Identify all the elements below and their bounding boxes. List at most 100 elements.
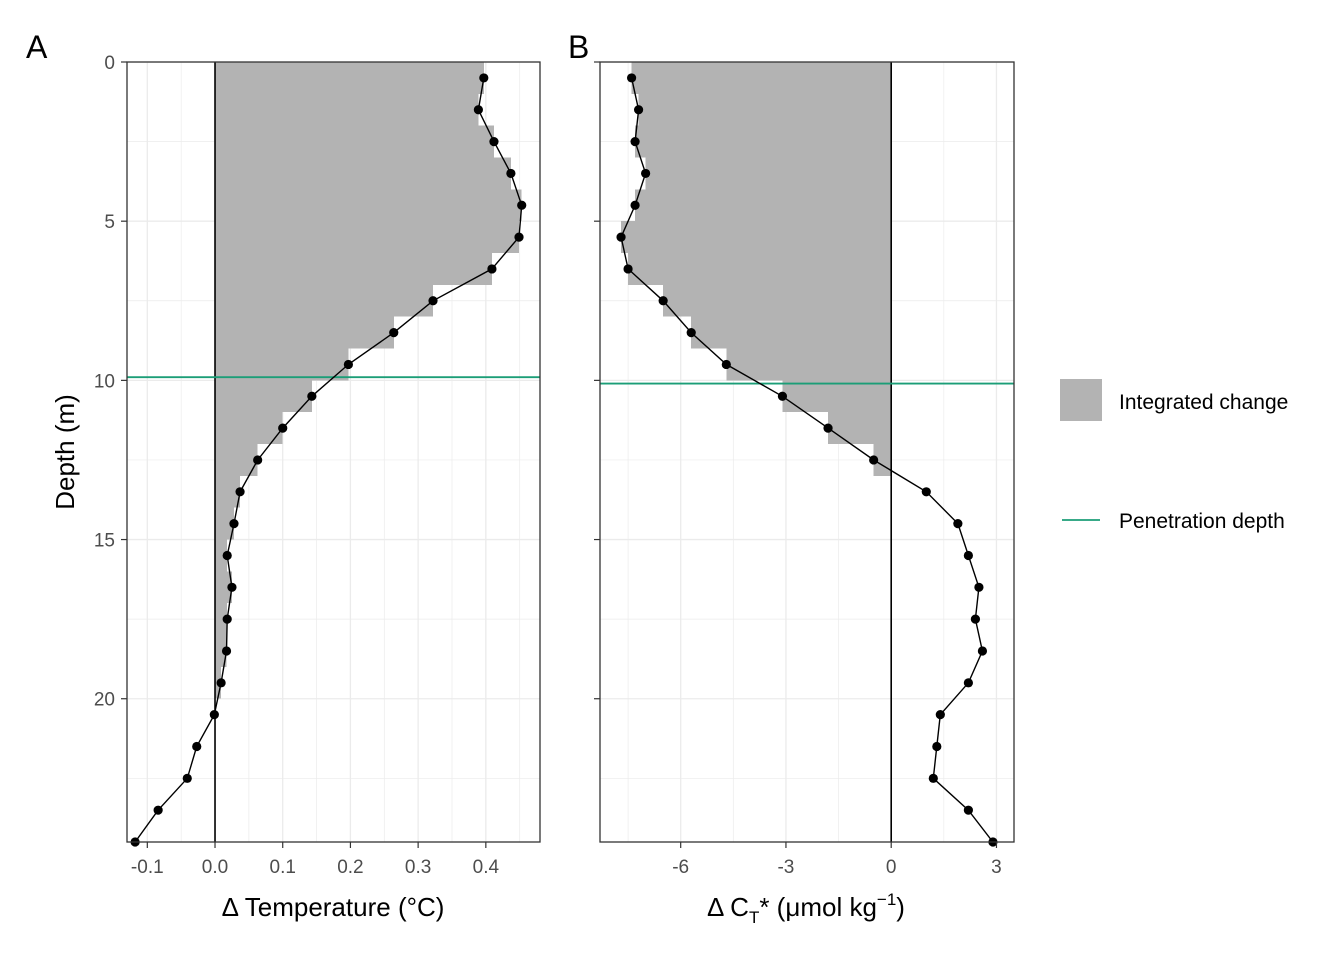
data-point: [153, 805, 163, 815]
data-point: [970, 614, 981, 624]
x-tick-label: 0.2: [337, 857, 363, 878]
data-point: [963, 550, 973, 561]
x-tick-label: 0.4: [473, 857, 500, 878]
x-tick-label: 0: [886, 857, 897, 878]
data-point: [506, 168, 516, 179]
integrated-change-bar: [628, 253, 892, 285]
data-point: [921, 487, 931, 497]
legend-label-integrated-change: Integrated change: [1119, 391, 1288, 414]
data-point: [227, 582, 237, 592]
integrated-change-bar: [215, 253, 492, 285]
data-point: [216, 678, 226, 688]
integrated-change-bar: [215, 125, 494, 158]
x-axis-title-b-sup: −1: [877, 890, 896, 909]
data-point: [623, 264, 633, 274]
integrated-change-bar: [215, 189, 522, 222]
x-tick-label: -0.1: [131, 857, 164, 878]
y-tick-label: 5: [104, 212, 115, 233]
integrated-change-bar: [215, 635, 227, 667]
data-point: [974, 582, 984, 592]
data-point: [977, 646, 988, 656]
data-point: [633, 105, 644, 115]
integrated-change-bar: [635, 125, 892, 158]
data-point: [686, 328, 696, 338]
integrated-change-bar: [215, 316, 394, 349]
data-point: [514, 232, 524, 242]
data-point: [389, 328, 399, 338]
y-tick-label: 0: [104, 53, 115, 74]
x-axis-title-b-end: ): [896, 892, 905, 922]
panel-b-border: [599, 61, 1015, 843]
data-point: [963, 678, 973, 688]
panel-a: -0.1 0.0 0.1 0.2 0.3 0.4 0 5 10 15 20: [94, 53, 541, 878]
y-axis-title: Depth (m): [50, 394, 80, 510]
integrated-change-bar: [215, 284, 434, 317]
integrated-change-bar: [215, 157, 511, 190]
x-axis-title-b-sub: T: [749, 908, 759, 927]
y-tick-label: 15: [94, 531, 115, 552]
data-point: [487, 264, 497, 274]
data-point: [489, 136, 499, 147]
data-point: [777, 391, 788, 401]
data-point: [630, 200, 640, 210]
integrated-change-bar: [663, 284, 892, 317]
data-point: [963, 805, 973, 815]
data-point: [823, 423, 833, 433]
legend-key-integrated-change: [1060, 379, 1102, 421]
data-point: [658, 296, 668, 306]
integrated-change-bar: [215, 93, 479, 126]
data-point: [209, 710, 219, 720]
data-point: [221, 646, 232, 656]
data-point: [928, 773, 938, 783]
data-point: [953, 519, 963, 529]
x-tick-label: 0.1: [270, 857, 296, 878]
data-point: [182, 773, 192, 783]
x-tick-label: -3: [777, 857, 794, 878]
integrated-change-bar: [635, 189, 892, 222]
data-point: [192, 741, 202, 752]
integrated-change-bar: [215, 412, 283, 445]
integrated-change-bar: [215, 539, 228, 572]
integrated-change-bar: [691, 316, 892, 349]
data-point: [222, 614, 232, 624]
x-axis-title-b-mid: * (μmol kg: [759, 892, 877, 922]
integrated-change-bar: [215, 603, 228, 636]
panel-b-plot-area: [600, 62, 1014, 842]
integrated-change-bar: [215, 444, 258, 476]
data-point: [616, 232, 626, 242]
integrated-change-bar: [215, 507, 234, 540]
data-point: [630, 136, 640, 147]
data-point: [935, 710, 945, 720]
integrated-change-bar: [828, 412, 892, 445]
integrated-change-bar: [621, 221, 892, 254]
y-tick-label: 10: [94, 371, 115, 392]
data-point: [229, 519, 239, 529]
panel-a-plot-area: [127, 62, 540, 842]
x-tick-label: 0.3: [405, 857, 431, 878]
panel-a-border: [126, 61, 541, 843]
data-point: [253, 455, 263, 465]
integrated-change-bar: [215, 380, 312, 413]
data-point: [343, 359, 353, 370]
data-point: [307, 391, 317, 401]
data-point: [641, 168, 651, 179]
panel-a-tag: A: [26, 29, 48, 65]
x-axis-title-a: Δ Temperature (°C): [222, 892, 445, 922]
y-tick-label: 20: [94, 690, 115, 711]
integrated-change-bar: [215, 348, 349, 381]
data-point: [428, 296, 438, 306]
data-point: [869, 455, 879, 465]
x-axis-title-a-unit: (°C): [398, 892, 445, 922]
x-tick-label: -6: [672, 857, 689, 878]
integrated-change-bar: [215, 62, 484, 94]
integrated-change-bar: [645, 157, 892, 190]
x-tick-label: 0.0: [202, 857, 228, 878]
integrated-change-bar: [638, 93, 892, 126]
panel-b: -6 -3 0 3: [594, 61, 1015, 878]
integrated-change-bar: [631, 62, 892, 94]
data-point: [479, 73, 489, 83]
data-point: [721, 359, 731, 370]
integrated-change-bar: [215, 571, 232, 604]
x-axis-title-b-prefix: Δ C: [707, 892, 749, 922]
